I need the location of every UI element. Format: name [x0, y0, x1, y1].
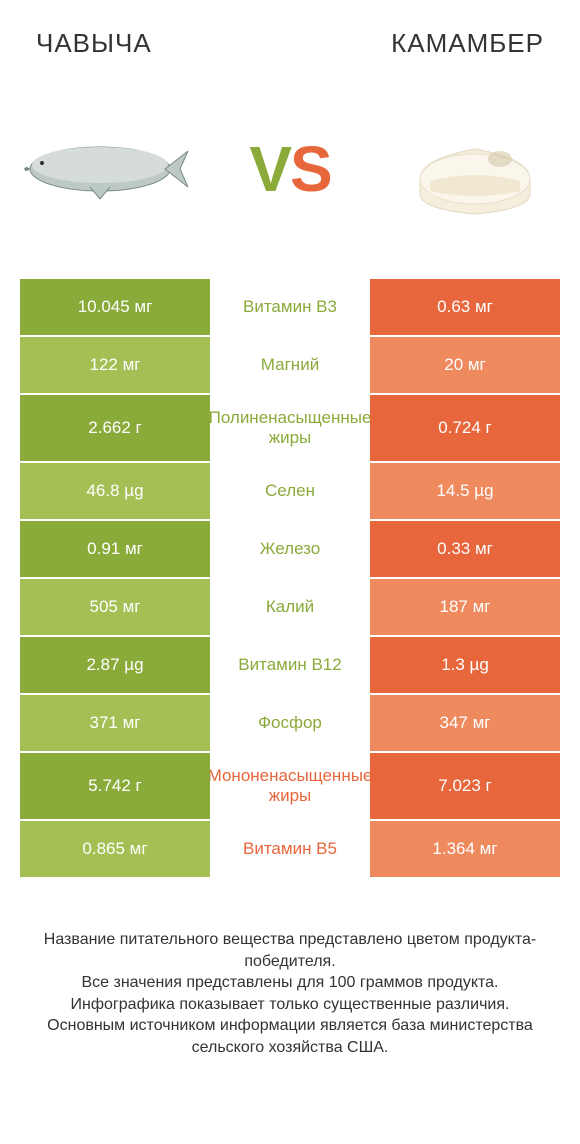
- footer-line: Инфографика показывает только существенн…: [20, 994, 560, 1016]
- table-row: 46.8 µgСелен14.5 µg: [20, 463, 560, 519]
- cell-left-value: 0.865 мг: [20, 821, 210, 877]
- table-row: 2.87 µgВитамин B121.3 µg: [20, 637, 560, 693]
- product-right-image: [390, 104, 560, 234]
- cell-nutrient-label: Мононенасыщенные жиры: [210, 753, 370, 819]
- cell-left-value: 371 мг: [20, 695, 210, 751]
- cell-left-value: 2.662 г: [20, 395, 210, 461]
- cell-nutrient-label: Селен: [210, 463, 370, 519]
- table-row: 2.662 гПолиненасыщенные жиры0.724 г: [20, 395, 560, 461]
- cell-nutrient-label: Калий: [210, 579, 370, 635]
- cell-nutrient-label: Витамин B12: [210, 637, 370, 693]
- cell-right-value: 0.33 мг: [370, 521, 560, 577]
- cell-right-value: 347 мг: [370, 695, 560, 751]
- product-left-image: [20, 104, 190, 234]
- cell-right-value: 0.724 г: [370, 395, 560, 461]
- cell-nutrient-label: Магний: [210, 337, 370, 393]
- footer-line: Основным источником информации является …: [20, 1015, 560, 1058]
- cell-right-value: 14.5 µg: [370, 463, 560, 519]
- cell-right-value: 7.023 г: [370, 753, 560, 819]
- cell-right-value: 1.3 µg: [370, 637, 560, 693]
- cell-nutrient-label: Витамин B5: [210, 821, 370, 877]
- table-row: 10.045 мгВитамин B30.63 мг: [20, 279, 560, 335]
- cell-left-value: 505 мг: [20, 579, 210, 635]
- cell-nutrient-label: Витамин B3: [210, 279, 370, 335]
- cell-left-value: 46.8 µg: [20, 463, 210, 519]
- footer-line: Название питательного вещества представл…: [20, 929, 560, 972]
- comparison-table: 10.045 мгВитамин B30.63 мг122 мгМагний20…: [20, 279, 560, 877]
- cell-left-value: 122 мг: [20, 337, 210, 393]
- cell-nutrient-label: Фосфор: [210, 695, 370, 751]
- cell-left-value: 0.91 мг: [20, 521, 210, 577]
- table-row: 122 мгМагний20 мг: [20, 337, 560, 393]
- table-row: 0.91 мгЖелезо0.33 мг: [20, 521, 560, 577]
- vs-s: S: [290, 133, 331, 205]
- table-row: 371 мгФосфор347 мг: [20, 695, 560, 751]
- footer-notes: Название питательного вещества представл…: [0, 879, 580, 1059]
- table-row: 0.865 мгВитамин B51.364 мг: [20, 821, 560, 877]
- table-row: 5.742 гМононенасыщенные жиры7.023 г: [20, 753, 560, 819]
- table-row: 505 мгКалий187 мг: [20, 579, 560, 635]
- cell-right-value: 1.364 мг: [370, 821, 560, 877]
- vs-v: V: [249, 133, 290, 205]
- cell-left-value: 10.045 мг: [20, 279, 210, 335]
- footer-line: Все значения представлены для 100 граммо…: [20, 972, 560, 994]
- product-right-title: КАМАМБЕР: [391, 28, 544, 59]
- cell-nutrient-label: Полиненасыщенные жиры: [210, 395, 370, 461]
- cell-right-value: 20 мг: [370, 337, 560, 393]
- cell-left-value: 2.87 µg: [20, 637, 210, 693]
- product-left-title: ЧАВЫЧА: [36, 28, 152, 59]
- cell-nutrient-label: Железо: [210, 521, 370, 577]
- vs-label: VS: [249, 132, 330, 206]
- cell-left-value: 5.742 г: [20, 753, 210, 819]
- cell-right-value: 187 мг: [370, 579, 560, 635]
- cell-right-value: 0.63 мг: [370, 279, 560, 335]
